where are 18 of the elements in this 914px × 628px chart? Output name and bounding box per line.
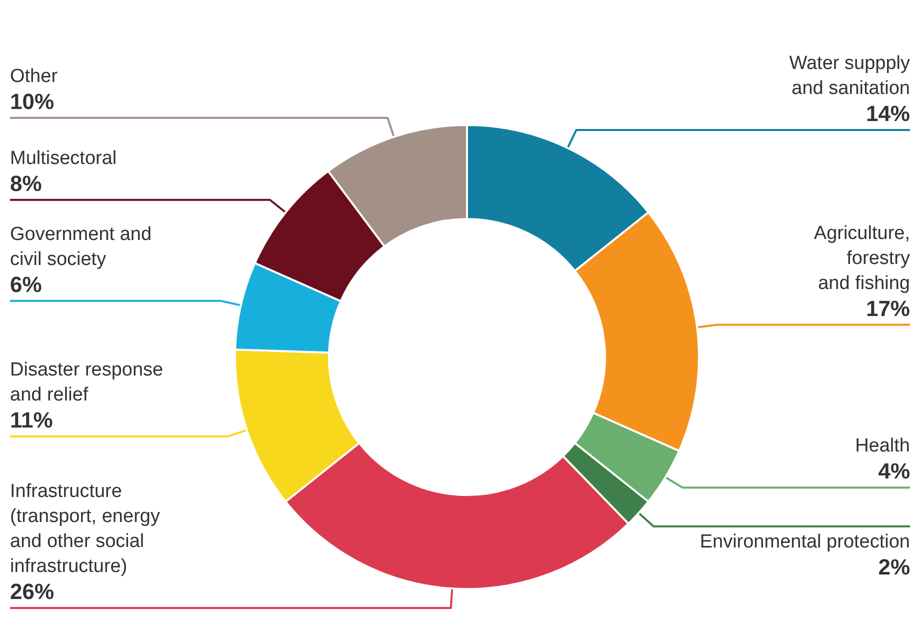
data-label: 10% bbox=[10, 88, 54, 114]
data-label: 26% bbox=[10, 579, 54, 604]
slice-label: Multisectoral bbox=[10, 148, 117, 169]
data-label: 4% bbox=[878, 458, 910, 484]
slice-label: Government and civil society bbox=[10, 224, 152, 270]
data-label: 8% bbox=[10, 170, 42, 196]
slice-label: Agriculture, forestry and fishing bbox=[814, 222, 910, 294]
data-label: 14% bbox=[866, 100, 910, 126]
slice-label: Other bbox=[10, 66, 58, 87]
slice-label: Health bbox=[855, 436, 910, 457]
slice-label: Disaster response and relief bbox=[10, 359, 164, 406]
data-label: 6% bbox=[10, 272, 42, 297]
slice-label: Environmental protection bbox=[700, 531, 910, 552]
slice-label: Water suppply and sanitation bbox=[789, 52, 910, 99]
slice-label: Infrastructure (transport, energy and other social infrastructure) bbox=[10, 481, 160, 577]
data-label: 17% bbox=[866, 296, 910, 321]
data-label: 2% bbox=[878, 554, 910, 580]
data-label: 11% bbox=[10, 407, 53, 432]
